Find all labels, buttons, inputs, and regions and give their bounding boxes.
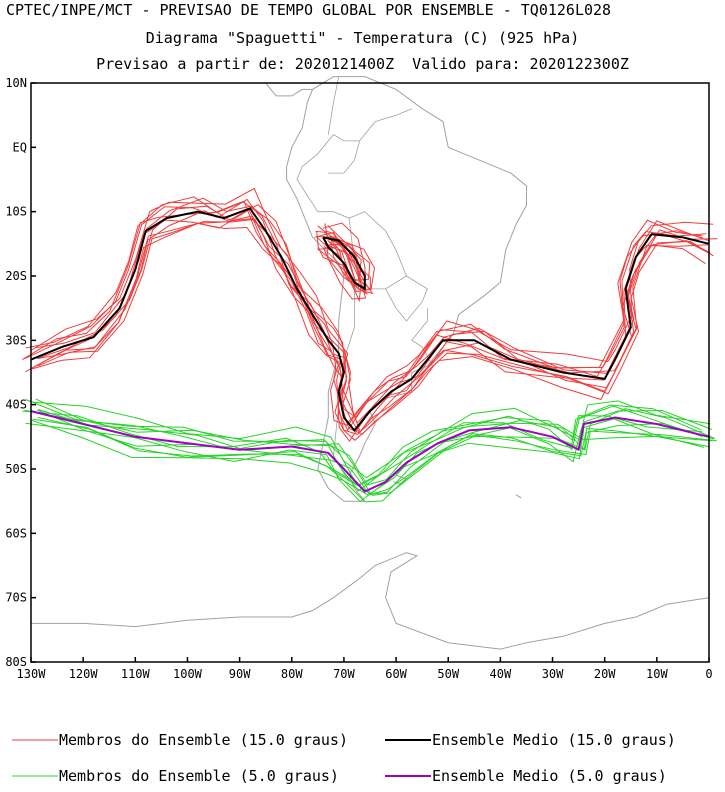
country-border-6 <box>411 308 428 341</box>
lat-tick-label: EQ <box>13 140 27 154</box>
lon-tick-label: 30W <box>542 667 564 681</box>
member-15-contour-9 <box>37 210 711 434</box>
lon-tick-label: 110W <box>121 667 151 681</box>
ensemble-mean-15-inland <box>322 236 366 291</box>
member-15-contour-5 <box>30 187 714 418</box>
lon-tick-label: 10W <box>646 667 668 681</box>
member-15-contour-10 <box>24 198 707 432</box>
country-border-4 <box>327 76 340 135</box>
coastline-4 <box>31 552 710 650</box>
lon-tick-label: 90W <box>229 667 251 681</box>
coastline-0 <box>286 76 527 502</box>
legend-label: Membros do Ensemble (15.0 graus) <box>59 731 348 749</box>
lat-tick-label: 70S <box>5 591 27 605</box>
lon-tick-label: 100W <box>173 667 203 681</box>
lon-tick-label: 0 <box>705 667 712 681</box>
lon-tick-label: 120W <box>69 667 99 681</box>
lon-tick-label: 70W <box>333 667 355 681</box>
member-5-contour-8 <box>22 410 703 487</box>
lon-tick-label: 40W <box>490 667 512 681</box>
title-line-3: Previsao a partir de: 2020121400Z Valido… <box>96 55 629 73</box>
ensemble-mean-5 <box>30 410 710 493</box>
member-5-contour-10 <box>24 405 703 492</box>
member-15-contour-1 <box>35 197 711 424</box>
member-15-contour-2 <box>25 209 709 442</box>
lat-tick-label: 10N <box>5 76 27 90</box>
member-15-inland-contour-11 <box>324 240 368 295</box>
legend-label: Ensemble Medio (15.0 graus) <box>432 731 676 749</box>
lat-tick-label: 60S <box>5 526 27 540</box>
map-frame <box>30 82 710 663</box>
legend-label: Membros do Ensemble (5.0 graus) <box>59 767 339 785</box>
lat-tick-label: 50S <box>5 462 27 476</box>
member-5-contour-6 <box>31 419 710 503</box>
legend-label: Ensemble Medio (5.0 graus) <box>432 767 667 785</box>
coastline-layer <box>31 76 710 650</box>
legend: Membros do Ensemble (15.0 graus) Ensemble… <box>12 731 676 785</box>
member-5-contour-11 <box>32 418 713 496</box>
lat-tick-label: 40S <box>5 398 27 412</box>
member-15-contour-11 <box>32 215 711 435</box>
title-line-2: Diagrama "Spaguetti" - Temperatura (C) (… <box>145 29 580 47</box>
ensemble-mean-15 <box>30 207 710 432</box>
member-5-contour-1 <box>35 398 712 486</box>
lat-tick-label: 80S <box>5 655 27 669</box>
lon-tick-label: 60W <box>385 667 407 681</box>
lat-tick-label: 10S <box>5 205 27 219</box>
coastline-3 <box>515 494 522 499</box>
title-line-1: CPTEC/INPE/MCT - PREVISAO DE TEMPO GLOBA… <box>6 1 612 19</box>
member-15-inland-contour-10 <box>316 236 362 291</box>
coastline-1 <box>239 82 313 97</box>
member-5-contour-3 <box>37 416 717 496</box>
member-5-contour-4 <box>25 399 702 487</box>
lon-tick-label: 20W <box>594 667 616 681</box>
country-border-1 <box>348 211 407 290</box>
member-15-contour-4 <box>25 196 703 425</box>
member-5-contour-5 <box>30 400 711 479</box>
member-5-contour-9 <box>37 409 715 496</box>
lon-tick-label: 130W <box>17 667 47 681</box>
lat-tick-label: 20S <box>5 269 27 283</box>
lon-tick-label: 80W <box>281 667 303 681</box>
country-border-3 <box>296 133 361 219</box>
lon-tick-label: 50W <box>437 667 459 681</box>
member-15-contour-8 <box>22 200 703 426</box>
member-15-contour-7 <box>37 204 718 434</box>
contour-layer <box>22 187 718 503</box>
lat-tick-label: 30S <box>5 333 27 347</box>
country-border-5 <box>359 108 412 142</box>
country-border-2 <box>385 275 428 322</box>
